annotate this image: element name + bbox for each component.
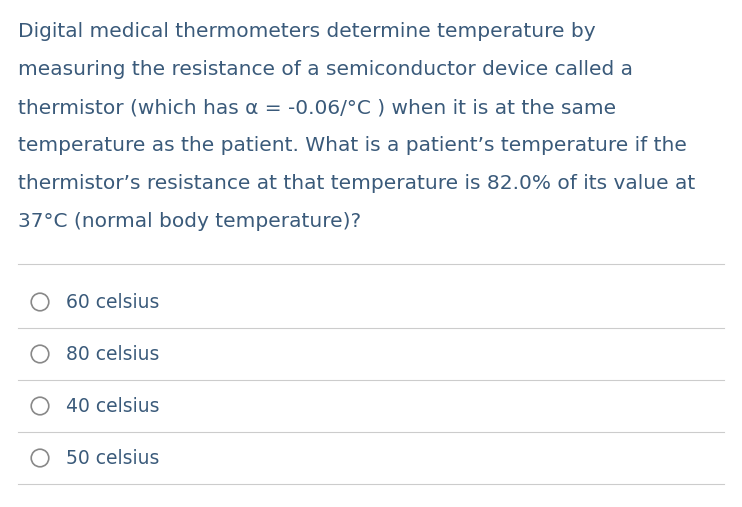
Text: temperature as the patient. What is a patient’s temperature if the: temperature as the patient. What is a pa… xyxy=(18,136,687,155)
Text: 60 celsius: 60 celsius xyxy=(66,293,160,311)
Text: Digital medical thermometers determine temperature by: Digital medical thermometers determine t… xyxy=(18,22,596,41)
Point xyxy=(34,298,46,306)
Text: thermistor’s resistance at that temperature is 82.0% of its value at: thermistor’s resistance at that temperat… xyxy=(18,174,695,193)
Text: measuring the resistance of a semiconductor device called a: measuring the resistance of a semiconduc… xyxy=(18,60,633,79)
Text: 50 celsius: 50 celsius xyxy=(66,449,160,467)
Point xyxy=(34,454,46,462)
Text: 80 celsius: 80 celsius xyxy=(66,344,160,364)
Text: thermistor (which has α = -0.06/°C ) when it is at the same: thermistor (which has α = -0.06/°C ) whe… xyxy=(18,98,616,117)
Point xyxy=(34,402,46,410)
Point xyxy=(34,350,46,358)
Text: 40 celsius: 40 celsius xyxy=(66,396,160,416)
Text: 37°C (normal body temperature)?: 37°C (normal body temperature)? xyxy=(18,212,361,231)
